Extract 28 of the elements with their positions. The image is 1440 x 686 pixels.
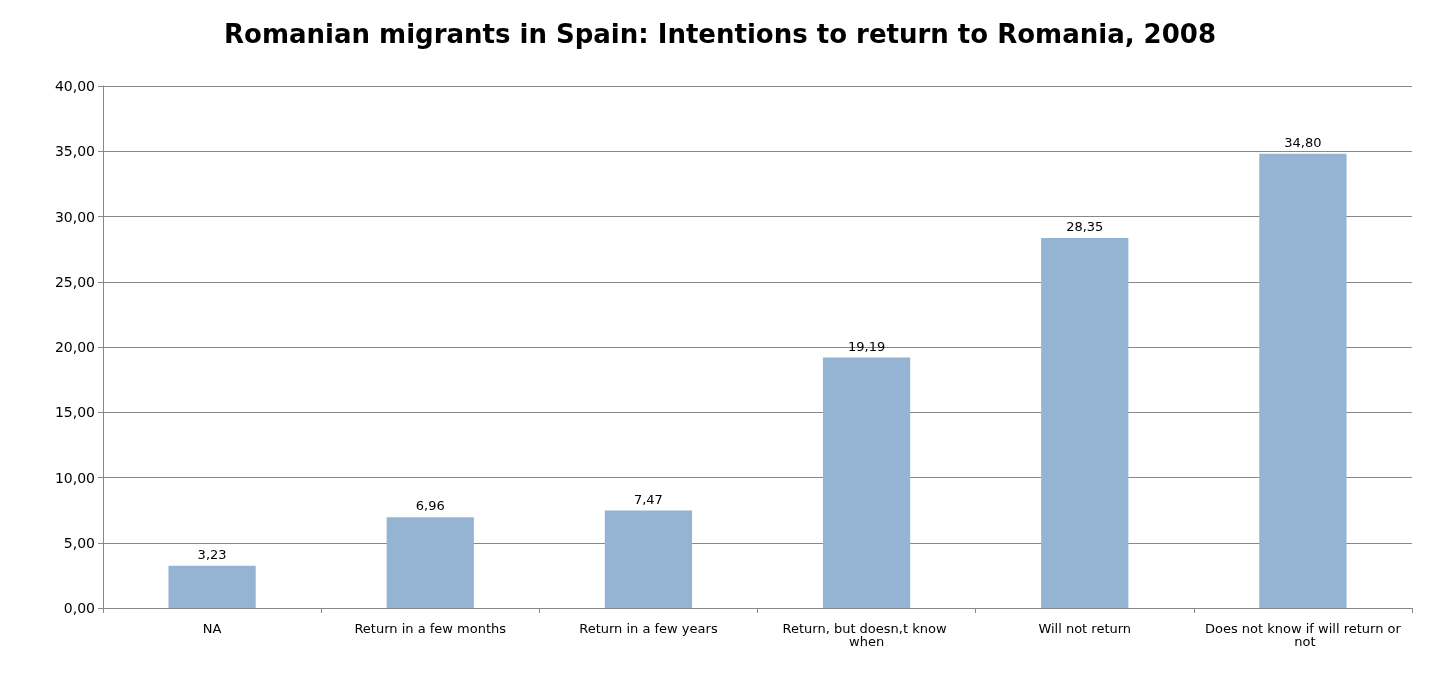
- x-tick-label: Does not know if will return or not: [1204, 621, 1402, 649]
- bar: [822, 357, 911, 608]
- data-label: 6,96: [415, 498, 445, 514]
- bar: [168, 565, 256, 608]
- x-tick-label: NA: [202, 621, 222, 636]
- y-tick-label: 25,00: [54, 273, 95, 290]
- x-tick-label: Return, but doesn,t know when: [782, 621, 951, 649]
- data-label: 3,23: [197, 546, 227, 562]
- data-label: 28,35: [1066, 219, 1104, 235]
- bar: [604, 510, 693, 608]
- y-tick-label: 0,00: [63, 600, 95, 616]
- bar: [1041, 238, 1129, 608]
- x-tick-label: Will not return: [1038, 621, 1132, 636]
- data-label: 34,80: [1284, 134, 1322, 150]
- chart-title: Romanian migrants in Spain: Intentions to return to Romania, 2008: [224, 19, 1216, 49]
- y-tick-label: 35,00: [54, 143, 95, 160]
- bar: [386, 517, 474, 608]
- y-tick-label: 30,00: [54, 208, 95, 225]
- y-tick-label: 10,00: [54, 469, 95, 486]
- data-label: 7,47: [633, 491, 663, 507]
- x-tick-label: Return in a few years: [579, 621, 718, 636]
- y-tick-label: 5,00: [63, 534, 95, 551]
- y-tick-label: 20,00: [54, 339, 95, 355]
- data-label: 19,19: [847, 338, 886, 354]
- y-tick-label: 40,00: [54, 78, 95, 94]
- y-tick-label: 15,00: [54, 404, 95, 421]
- x-tick-label: Return in a few months: [354, 621, 507, 636]
- bar: [1259, 153, 1347, 608]
